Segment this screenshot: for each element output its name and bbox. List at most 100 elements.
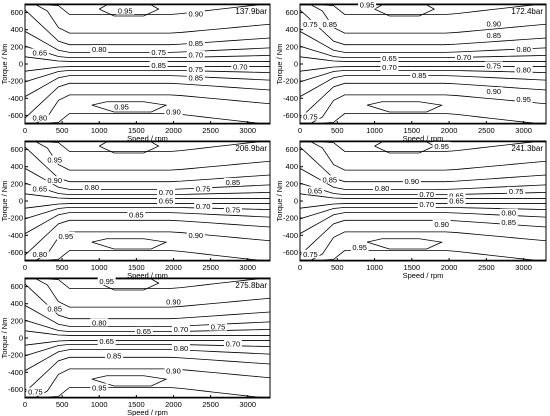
- contour-line: [366, 101, 444, 113]
- contour-label: 0.95: [434, 142, 449, 151]
- contour-line: [300, 168, 546, 190]
- contour-line: [25, 368, 270, 398]
- contour-label: 0.80: [85, 183, 100, 192]
- y-tick-label: -200: [8, 77, 23, 86]
- x-tick-label: 500: [56, 400, 69, 409]
- contour-label: 0.85: [47, 305, 62, 314]
- contour-label: 0.65: [99, 337, 114, 346]
- x-tick-label: 1500: [403, 126, 420, 135]
- contour-label-bg: [112, 102, 131, 111]
- y-tick-label: -400: [8, 94, 23, 103]
- contour-line: [25, 69, 270, 83]
- contour-label: 0.75: [226, 205, 241, 214]
- y-tick-label: 600: [10, 145, 23, 154]
- contour-label-bg: [30, 249, 49, 258]
- y-tick-label: -600: [8, 111, 23, 120]
- contour-line: [91, 238, 168, 250]
- x-tick-label: 0: [23, 400, 27, 409]
- contour-label: 0.90: [188, 231, 203, 240]
- contour-label-bg: [26, 387, 45, 396]
- contour-line: [300, 56, 546, 62]
- contour-label-bg: [373, 183, 391, 192]
- contour-label: 0.95: [114, 103, 129, 112]
- contour-label-bg: [484, 61, 503, 70]
- contour-label: 0.85: [151, 61, 166, 70]
- contour-label: 0.65: [382, 54, 397, 63]
- y-tick-label: -400: [8, 368, 23, 377]
- contour-label: 0.80: [92, 318, 107, 327]
- contour-line: [25, 203, 270, 209]
- y-tick-label: 600: [285, 145, 298, 154]
- chart-panel-3: 0 500 1000 1500 2000 2500 3000 -600 -400 -200 0 200…: [0, 140, 271, 280]
- contour-line: [25, 387, 270, 398]
- contour-label-bg: [90, 318, 109, 327]
- contour-line: [25, 146, 270, 183]
- x-tick-label: 2000: [441, 263, 458, 272]
- contour-label-bg: [45, 176, 64, 185]
- x-tick-label: 3000: [239, 263, 256, 272]
- contour-label: 0.85: [226, 178, 241, 187]
- y-tick-label: -200: [8, 214, 23, 223]
- contour-line: [99, 141, 160, 154]
- y-axis-label: Torque / Nm: [0, 181, 9, 222]
- contour-line: [300, 94, 546, 124]
- x-tick-label: 500: [331, 126, 344, 135]
- contour-line: [25, 182, 270, 196]
- contour-label-bg: [90, 383, 109, 392]
- contour-label-bg: [164, 297, 183, 306]
- contour-label-bg: [514, 94, 533, 103]
- contour-label: 0.90: [188, 10, 203, 19]
- contour-label: 0.80: [501, 209, 516, 218]
- y-tick-label: 400: [10, 162, 23, 171]
- contour-label-bg: [186, 50, 205, 59]
- contour-label: 0.65: [449, 192, 464, 201]
- contour-label-bg: [105, 351, 124, 360]
- panel-title: 137.9bar: [235, 7, 267, 16]
- contour-label-bg: [507, 186, 526, 195]
- contour-label: 0.90: [487, 19, 502, 28]
- contour-label-bg: [97, 277, 116, 286]
- y-axis-label: Torque / Nm: [0, 44, 9, 85]
- contour-line: [300, 82, 546, 119]
- x-tick-label: 500: [56, 126, 69, 135]
- contour-label: 0.90: [405, 177, 420, 186]
- contour-label: 0.70: [233, 63, 248, 72]
- y-axis-label: Torque / Nm: [275, 44, 284, 85]
- x-tick-label: 500: [331, 263, 344, 272]
- contour-label-bg: [484, 31, 503, 39]
- chart-panel-2: 0 500 1000 1500 2000 2500 3000 -600 -400 -200 0 200…: [275, 1, 547, 143]
- contour-label-bg: [402, 177, 421, 185]
- contour-label: 0.85: [107, 352, 122, 361]
- contour-label: 0.85: [323, 20, 338, 29]
- y-tick-label: 200: [10, 42, 23, 51]
- contour-label: 0.95: [47, 156, 62, 165]
- x-tick-label: 1000: [91, 263, 108, 272]
- contour-line: [25, 330, 270, 336]
- contour-label: 0.80: [92, 45, 107, 54]
- contour-line: [25, 45, 270, 59]
- contour-line: [91, 101, 168, 113]
- contour-line: [25, 250, 270, 261]
- x-axis-label: Speed / rpm: [127, 134, 168, 143]
- contour-label-bg: [164, 366, 183, 375]
- y-tick-label: 400: [285, 25, 298, 34]
- y-tick-label: -200: [8, 351, 23, 360]
- contour-label: 0.90: [47, 176, 62, 185]
- contour-label-bg: [194, 184, 213, 193]
- contour-label-bg: [186, 9, 205, 18]
- y-axis-label: Torque / Nm: [0, 318, 9, 359]
- contour-lines: [300, 141, 546, 261]
- y-tick-label: -600: [8, 385, 23, 394]
- contour-label-bg: [90, 45, 109, 54]
- x-tick-label: 2500: [202, 263, 219, 272]
- x-tick-label: 2000: [165, 400, 182, 409]
- contour-label-bg: [157, 196, 176, 205]
- x-tick-label: 2500: [478, 126, 495, 135]
- contour-label: 0.75: [487, 61, 502, 70]
- contour-label: 0.85: [412, 71, 427, 80]
- contour-label: 0.80: [174, 344, 189, 353]
- contour-line: [25, 193, 270, 199]
- contour-label-bg: [320, 175, 339, 184]
- chart-panel-5: 0 500 1000 1500 2000 2500 3000 -600 -400 -200 0 200…: [0, 277, 271, 416]
- contour-label: 0.80: [33, 250, 48, 259]
